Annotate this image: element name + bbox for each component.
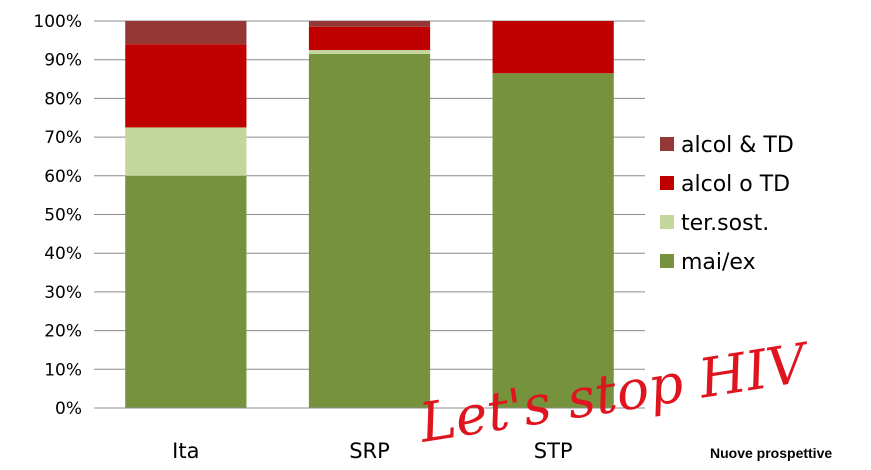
y-tick-label: 60% <box>44 167 82 187</box>
bar-segment-ita-alcol-td <box>125 21 247 45</box>
y-tick-label: 50% <box>44 206 82 226</box>
legend-swatch <box>660 254 674 268</box>
bar-segment-srp-alcol-o-td <box>308 26 431 51</box>
x-category-label: SRP <box>349 439 390 463</box>
bars <box>125 21 614 409</box>
logo-script-text: Let's stop HIV <box>414 331 815 455</box>
logo-subtitle: Nuove prospettive <box>710 445 832 461</box>
y-tick-label: 0% <box>55 399 82 419</box>
bar-segment-ita-alcol-o-td <box>125 44 247 128</box>
bar-segment-stp-mai-ex <box>492 73 614 409</box>
x-category-label: STP <box>534 439 573 463</box>
bar-segment-srp-mai-ex <box>308 53 431 409</box>
y-tick-label: 70% <box>44 128 82 148</box>
bar-segment-ita-ter-sost- <box>125 127 247 176</box>
y-tick-label: 90% <box>44 51 82 71</box>
legend-label: alcol o TD <box>681 172 790 197</box>
y-tick-label: 20% <box>44 322 82 342</box>
x-category-label: Ita <box>172 439 199 463</box>
legend-swatch <box>660 137 674 151</box>
x-axis-category-labels: Ita SRP STP <box>172 439 572 463</box>
bar-segment-stp-alcol-o-td <box>492 21 614 74</box>
legend-swatch <box>660 176 674 190</box>
bar-segment-ita-mai-ex <box>125 175 247 408</box>
legend-label: alcol & TD <box>681 133 794 158</box>
bar-segment-srp-alcol-td <box>308 21 431 27</box>
y-tick-label: 30% <box>44 283 82 303</box>
y-axis-tick-labels: 0% 10% 20% 30% 40% 50% 60% 70% 80% 90% 100% <box>33 12 82 419</box>
lets-stop-hiv-logo: Let's stop HIV Nuove prospettive <box>414 331 832 461</box>
y-tick-label: 10% <box>44 360 82 380</box>
bar-segment-srp-ter-sost- <box>308 50 431 54</box>
legend-swatch <box>660 215 674 229</box>
y-tick-label: 80% <box>44 89 82 109</box>
y-tick-label: 100% <box>33 12 82 32</box>
legend-label: mai/ex <box>681 250 756 275</box>
y-tick-label: 40% <box>44 244 82 264</box>
legend: alcol & TD alcol o TD ter.sost. mai/ex <box>660 133 794 275</box>
legend-label: ter.sost. <box>681 211 769 236</box>
